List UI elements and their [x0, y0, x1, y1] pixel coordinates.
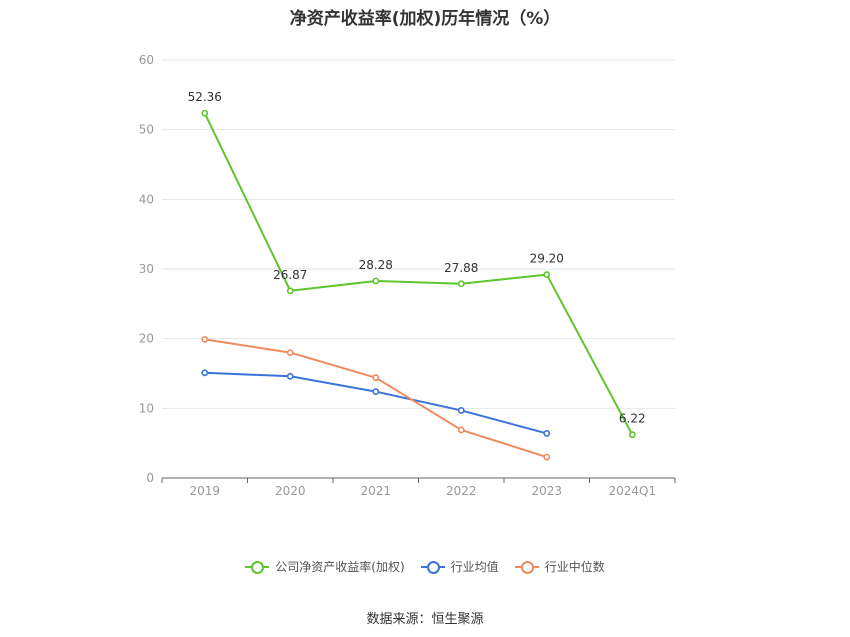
legend-swatch — [245, 560, 270, 574]
data-label: 29.20 — [530, 252, 564, 266]
legend-item[interactable]: 公司净资产收益率(加权) — [245, 558, 405, 575]
y-tick-label: 40 — [139, 192, 154, 206]
legend-item[interactable]: 行业均值 — [420, 558, 499, 575]
data-label: 52.36 — [188, 90, 222, 104]
series-line — [204, 371, 548, 435]
y-tick-label: 50 — [139, 123, 154, 137]
legend-swatch — [420, 560, 445, 574]
data-point — [457, 407, 465, 414]
chart-title: 净资产收益率(加权)历年情况（%） — [289, 9, 561, 29]
legend-label: 行业中位数 — [544, 560, 605, 574]
data-point — [286, 287, 294, 295]
x-tick-label: 2020 — [275, 484, 306, 498]
series-line — [204, 338, 548, 459]
y-tick-label: 0 — [146, 471, 154, 485]
legend-marker — [520, 560, 534, 574]
data-point — [457, 426, 465, 434]
data-label: 27.88 — [444, 261, 478, 275]
legend-label: 行业均值 — [450, 560, 499, 574]
legend-marker — [251, 560, 265, 574]
data-point — [201, 109, 209, 117]
data-point — [372, 277, 380, 285]
data-source-note: 数据来源：恒生聚源 — [366, 612, 484, 627]
data-point — [201, 335, 209, 343]
data-point — [372, 374, 380, 382]
legend-item[interactable]: 行业中位数 — [514, 558, 605, 575]
x-tick-label: 2024Q1 — [608, 484, 656, 498]
y-tick-label: 60 — [139, 53, 154, 67]
y-tick-label: 10 — [139, 401, 154, 415]
chart-legend: 公司净资产收益率(加权) 行业均值 行业中位数 — [0, 558, 850, 575]
data-point — [457, 280, 465, 288]
data-point — [286, 349, 294, 356]
data-point — [201, 369, 209, 377]
y-tick-label: 30 — [139, 262, 154, 276]
data-point — [372, 388, 380, 396]
legend-marker — [426, 560, 440, 574]
data-point — [286, 372, 294, 380]
data-label: 26.87 — [273, 268, 307, 282]
x-tick-label: 2022 — [446, 484, 477, 498]
data-point — [628, 431, 636, 439]
data-point — [543, 430, 551, 437]
x-tick-label: 2023 — [531, 484, 562, 498]
data-label: 28.28 — [359, 258, 393, 272]
legend-swatch — [514, 560, 539, 574]
y-tick-label: 20 — [139, 332, 154, 346]
series-line — [203, 112, 634, 436]
x-tick-label: 2019 — [189, 484, 220, 498]
legend-label: 公司净资产收益率(加权) — [275, 560, 405, 574]
data-label: 6.22 — [619, 412, 646, 426]
x-tick-label: 2021 — [360, 484, 391, 498]
data-point — [543, 453, 551, 461]
data-point — [543, 271, 551, 278]
